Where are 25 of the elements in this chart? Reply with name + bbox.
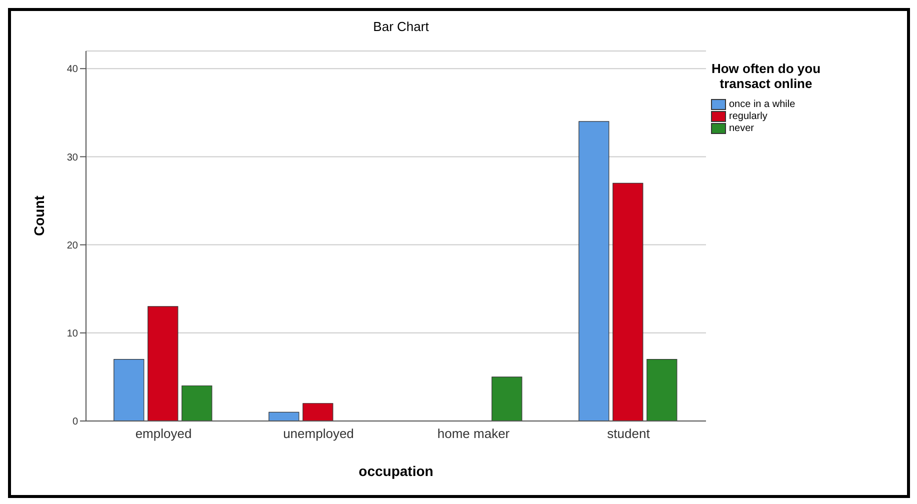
y-tick-label: 0 <box>72 416 78 428</box>
y-axis-title: Count <box>30 195 47 236</box>
bar <box>612 182 644 421</box>
x-axis-title: occupation <box>358 463 434 479</box>
bar <box>114 359 144 421</box>
y-tick-label: 10 <box>66 328 78 340</box>
legend-label: regularly <box>728 111 768 122</box>
bar <box>302 403 334 421</box>
bar <box>148 306 178 421</box>
x-tick-label: employed <box>135 426 192 442</box>
bar <box>578 121 610 421</box>
legend-label: never <box>728 123 756 134</box>
chart-title: Bar Chart <box>372 19 430 34</box>
legend-title: How often do you transact online <box>711 61 821 91</box>
legend-label: once in a while <box>728 99 796 110</box>
bar <box>492 376 522 421</box>
y-tick-label: 40 <box>66 64 78 76</box>
bar <box>646 359 678 421</box>
x-tick-label: home maker <box>437 426 510 442</box>
x-tick-label: student <box>607 426 650 442</box>
x-tick-label: unemployed <box>283 426 354 442</box>
y-tick-label: 30 <box>66 152 78 164</box>
y-tick-label: 20 <box>66 240 78 252</box>
bar <box>182 385 212 421</box>
bar <box>268 412 300 421</box>
